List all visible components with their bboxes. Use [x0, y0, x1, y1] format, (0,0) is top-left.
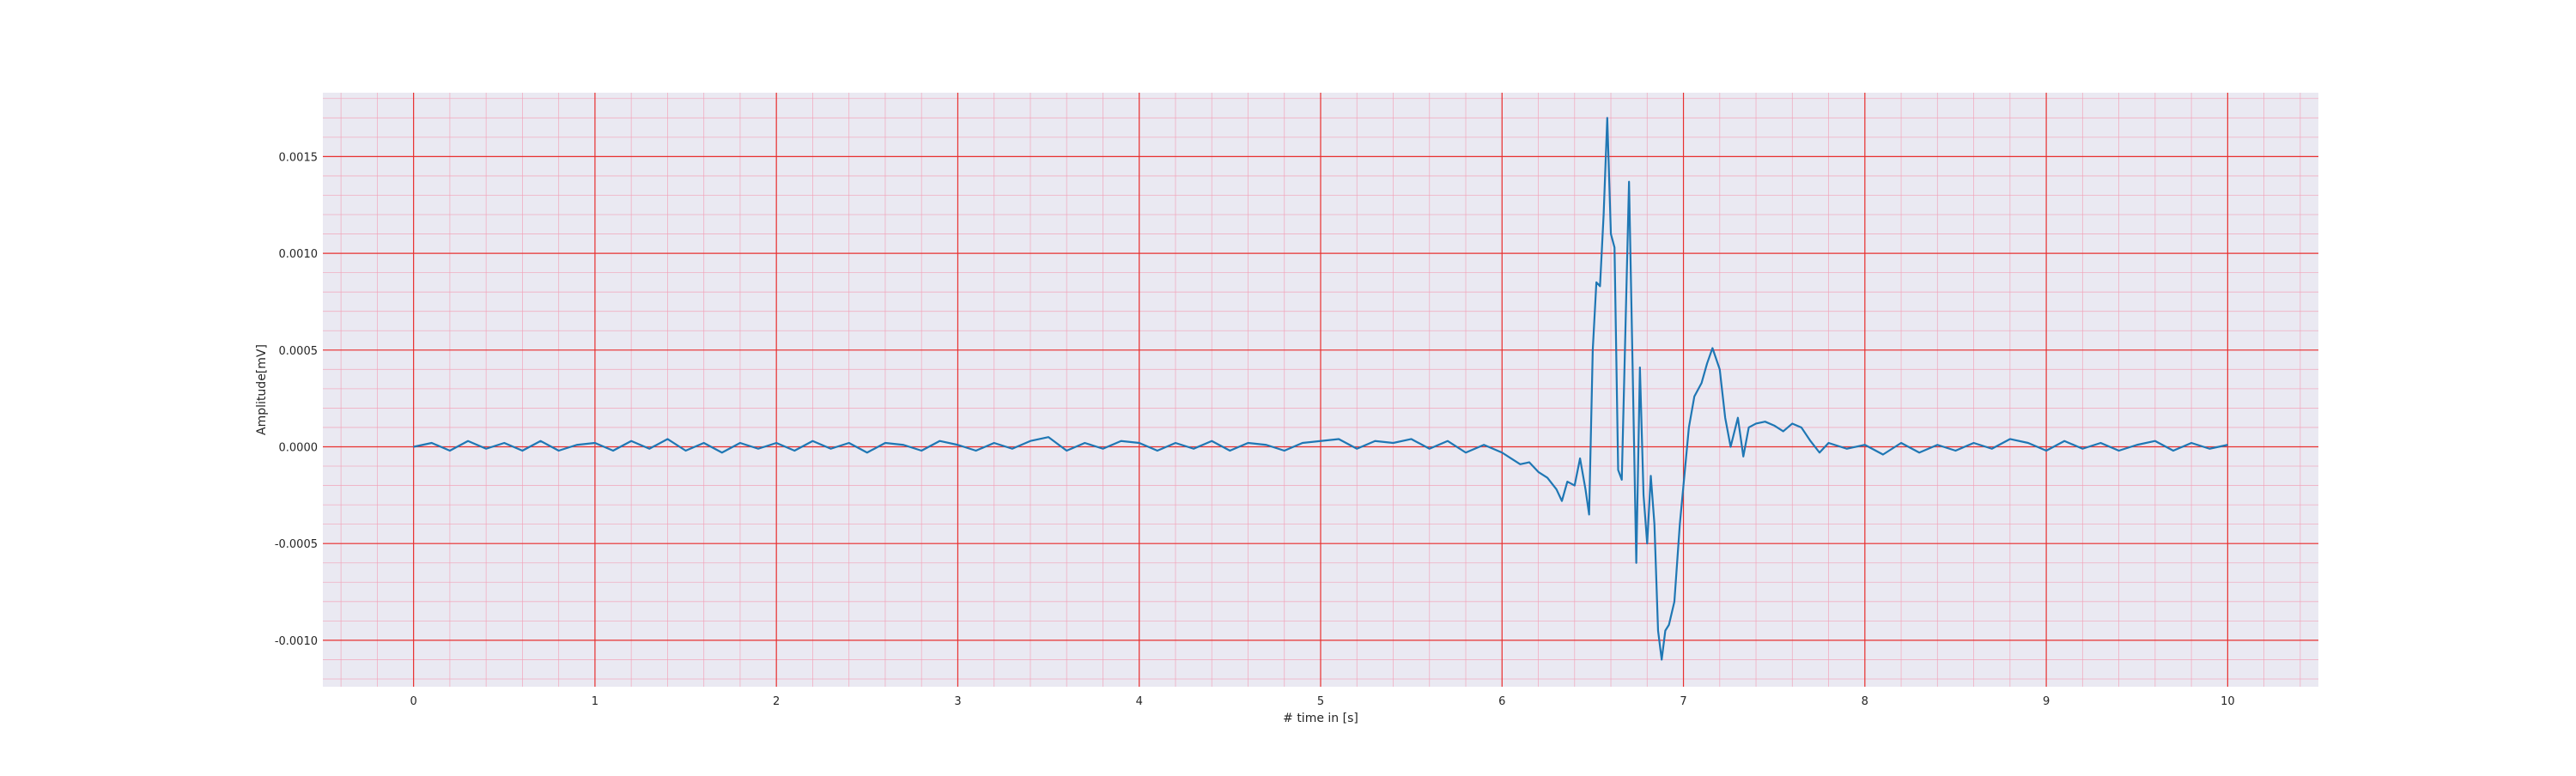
x-tick-label: 9	[2043, 695, 2050, 708]
y-tick-label: 0.0000	[279, 441, 319, 454]
x-tick-label: 6	[1498, 695, 1505, 708]
y-axis-ticks: -0.0010 -0.0005 0.0000 0.0005 0.0010 0.0015	[275, 151, 318, 648]
x-tick-label: 7	[1680, 695, 1686, 708]
x-tick-label: 3	[954, 695, 961, 708]
series-layer	[413, 117, 2228, 661]
x-axis-label: # time in [s]	[1283, 712, 1358, 725]
x-tick-label: 1	[592, 695, 598, 708]
x-axis-ticks: 0 1 2 3 4 5 6 7 8 9 10	[410, 695, 2234, 708]
y-tick-label: 0.0015	[279, 151, 319, 164]
y-tick-label: -0.0010	[275, 635, 318, 648]
y-tick-label: -0.0005	[275, 538, 318, 551]
x-tick-label: 8	[1862, 695, 1868, 708]
y-axis-label: Amplitude[mV]	[255, 344, 269, 435]
x-tick-label: 5	[1317, 695, 1324, 708]
x-tick-label: 2	[773, 695, 780, 708]
series-line	[413, 117, 2228, 661]
x-tick-label: 0	[410, 695, 416, 708]
y-tick-label: 0.0010	[279, 248, 319, 261]
x-tick-label: 4	[1136, 695, 1143, 708]
x-tick-label: 10	[2221, 695, 2235, 708]
y-tick-label: 0.0005	[279, 345, 319, 358]
